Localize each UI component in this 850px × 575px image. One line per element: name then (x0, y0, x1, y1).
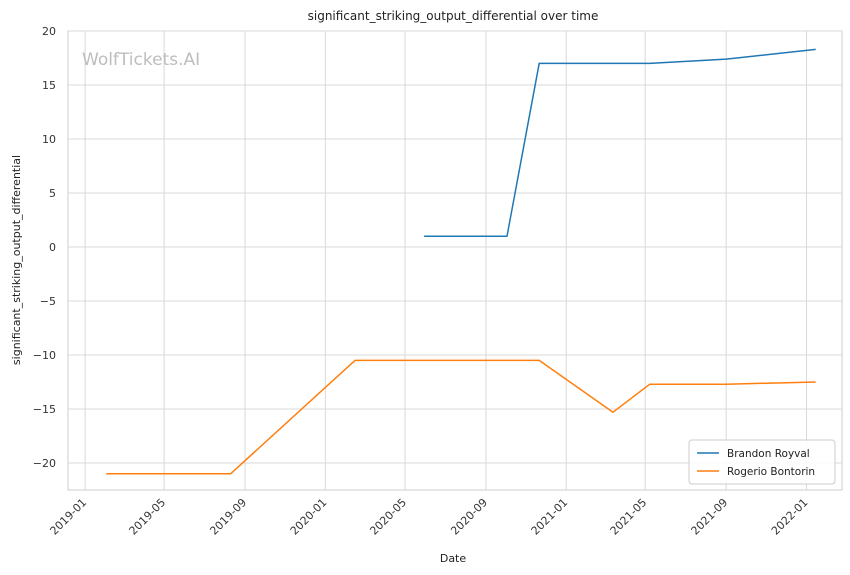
x-tick-label: 2020-01 (288, 496, 330, 538)
x-tick-label: 2021-05 (608, 496, 650, 538)
y-tick-label: −10 (33, 349, 56, 362)
x-tick-label: 2019-01 (48, 496, 90, 538)
y-tick-label: −5 (40, 295, 56, 308)
legend: Brandon Royval Rogerio Bontorin (688, 439, 836, 485)
y-tick-label: 0 (49, 241, 56, 254)
x-tick-label: 2019-09 (207, 496, 249, 538)
legend-label-brandon-royval: Brandon Royval (727, 448, 810, 460)
x-tick-label: 2020-05 (367, 496, 409, 538)
y-tick-label: 5 (49, 187, 56, 200)
y-tick-label: 20 (42, 25, 56, 38)
x-tick-label: 2022-01 (769, 496, 811, 538)
x-tick-label: 2019-05 (127, 496, 169, 538)
chart-title: significant_striking_output_differential… (308, 9, 599, 23)
y-tick-label: −15 (33, 403, 56, 416)
y-tick-label: 15 (42, 79, 56, 92)
x-axis-ticks: 2019-01 2019-05 2019-09 2020-01 2020-05 2020-… (48, 496, 811, 538)
x-tick-label: 2021-01 (529, 496, 571, 538)
series-line-rogerio-bontorin (106, 359, 816, 475)
x-axis-label: Date (440, 552, 467, 565)
y-axis-label: significant_striking_output_differential (10, 155, 23, 365)
series-lines (106, 48, 816, 475)
legend-label-rogerio-bontorin: Rogerio Bontorin (727, 466, 815, 478)
y-axis-ticks: 20 15 10 5 0 −5 −10 −15 −20 (33, 25, 56, 470)
plot-area (67, 30, 843, 491)
y-tick-label: 10 (42, 133, 56, 146)
x-tick-label: 2021-09 (689, 496, 731, 538)
grid (68, 30, 842, 490)
watermark: WolfTickets.AI (82, 50, 200, 70)
legend-box (688, 439, 836, 485)
y-tick-label: −20 (33, 457, 56, 470)
x-tick-label: 2020-09 (448, 496, 490, 538)
series-line-brandon-royval (424, 48, 816, 237)
